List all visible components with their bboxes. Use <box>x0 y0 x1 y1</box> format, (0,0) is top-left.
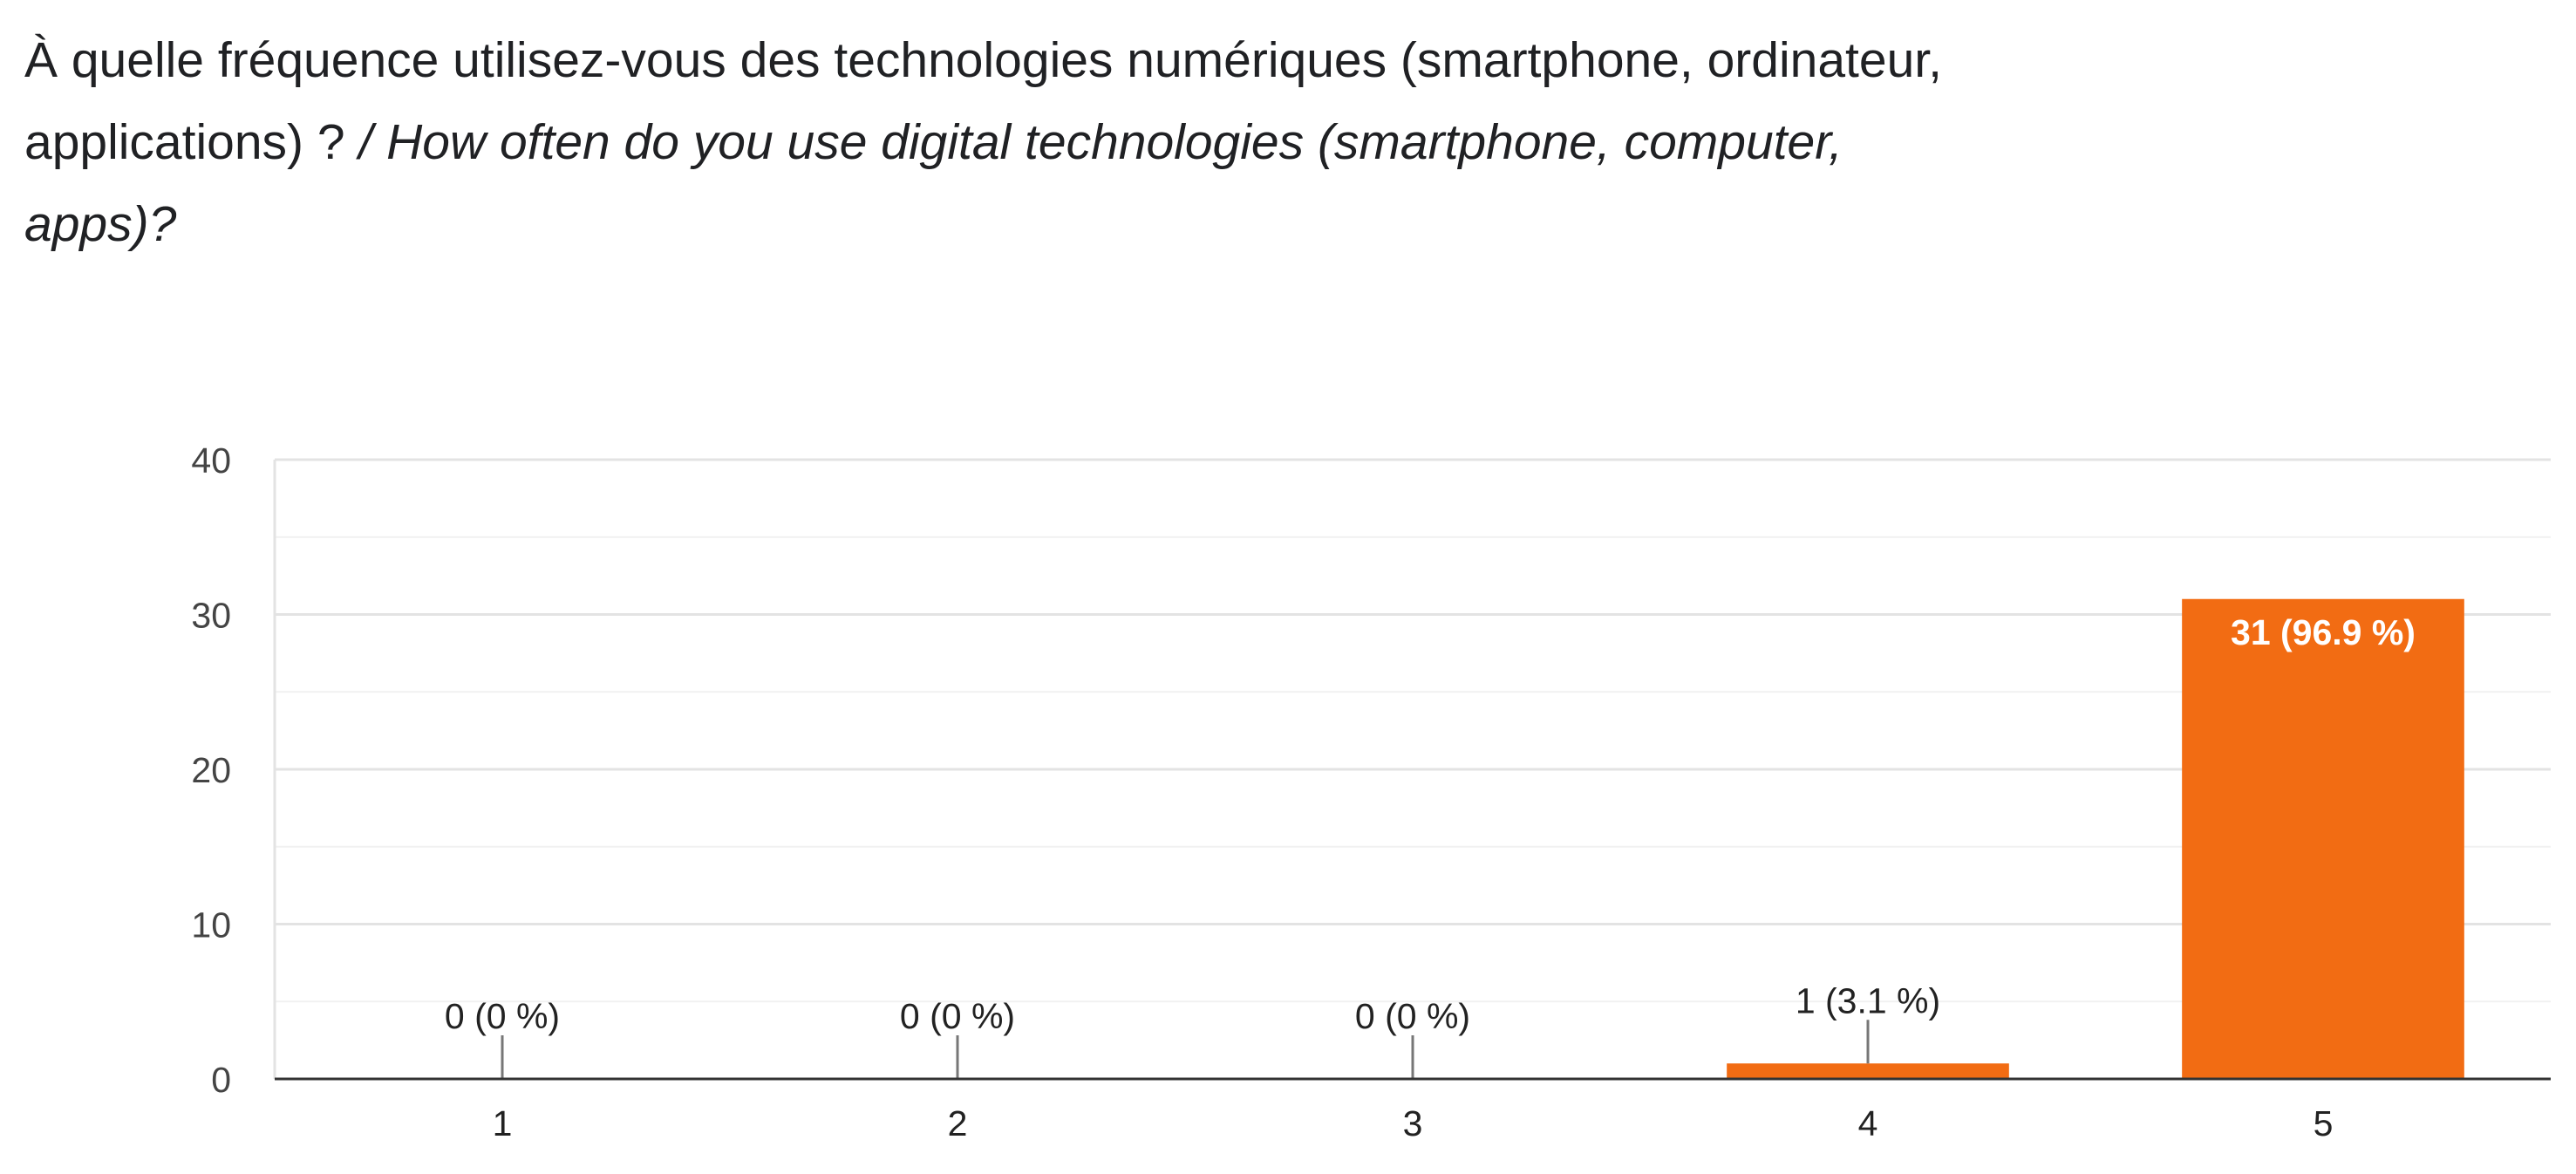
x-axis-ticks: 1 2 3 4 5 <box>493 1103 2334 1143</box>
data-labels: 0 (0 %) 0 (0 %) 0 (0 %) 1 (3.1 %) 31 (96.9 %… <box>445 612 2416 1036</box>
y-tick-label: 20 <box>191 750 231 790</box>
question-title: À quelle fréquence utilisez-vous des tec… <box>24 19 1987 265</box>
y-axis-ticks: 0 10 20 30 40 <box>191 440 231 1100</box>
x-tick-label: 3 <box>1403 1103 1423 1143</box>
label-leader-lines <box>501 1020 1870 1079</box>
data-label: 0 (0 %) <box>900 996 1015 1036</box>
data-label: 0 (0 %) <box>1355 996 1470 1036</box>
y-tick-label: 40 <box>191 440 231 481</box>
y-tick-label: 30 <box>191 596 231 636</box>
x-tick-label: 2 <box>948 1103 968 1143</box>
grid-lines <box>273 458 2551 1079</box>
x-tick-label: 1 <box>493 1103 513 1143</box>
x-tick-label: 5 <box>2314 1103 2334 1143</box>
bar <box>2182 598 2464 1079</box>
bar <box>1727 1063 2009 1079</box>
x-tick-label: 4 <box>1858 1103 1878 1143</box>
y-tick-label: 10 <box>191 905 231 945</box>
data-label: 0 (0 %) <box>445 996 560 1036</box>
bars <box>1727 598 2464 1079</box>
data-label: 1 (3.1 %) <box>1796 980 1940 1020</box>
y-tick-label: 0 <box>211 1060 231 1100</box>
question-en: / How often do you use digital technolog… <box>24 114 1843 252</box>
data-label: 31 (96.9 %) <box>2231 612 2416 652</box>
question-fr: À quelle fréquence utilisez-vous des tec… <box>24 32 1942 170</box>
